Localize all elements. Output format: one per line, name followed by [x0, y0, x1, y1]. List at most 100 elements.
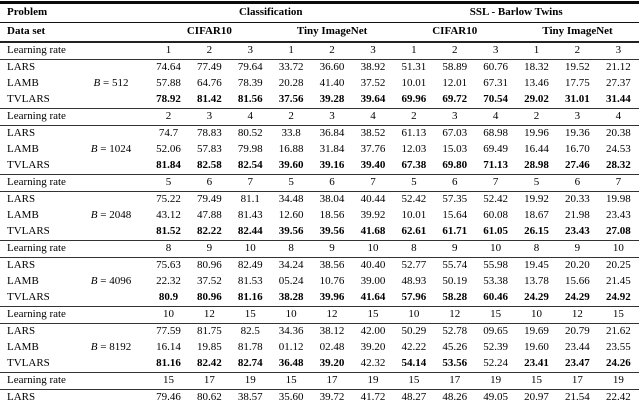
learning-rate-row: Learning rate 1 2 3 1 2 3 1 2 3 1 2 3 [0, 40, 639, 61]
lr-value-cell: 10 [516, 305, 557, 325]
metric-cell: 57.96 [401, 290, 427, 303]
metric-cell: 81.42 [196, 92, 222, 105]
metric-cell: 19.60 [524, 341, 549, 353]
batch-symbol: B [90, 275, 98, 287]
metric-cell: 16.70 [565, 143, 590, 155]
metric-cell: 02.48 [319, 341, 345, 353]
metric-cell: 19.69 [524, 325, 549, 338]
metric-cell: 10.76 [319, 275, 345, 287]
metric-cell: 75.22 [156, 193, 181, 206]
metric-cell: 81.84 [156, 158, 181, 171]
metric-cell: 81.78 [237, 341, 263, 353]
metric-cell: 40.40 [360, 259, 386, 272]
learning-rate-row: Learning rate 10 12 15 10 12 15 10 12 15 10 12 15 [0, 305, 639, 325]
metric-cell: 31.84 [319, 143, 345, 155]
lr-value-cell: 8 [516, 239, 557, 259]
method-row-lamb: LAMB 16.14 19.85 81.78 01.12 02.48 39.20 42.22 4… [0, 340, 639, 356]
metric-cell: 64.76 [196, 77, 222, 89]
lr-value-cell: 8 [270, 239, 312, 259]
metric-cell: 81.56 [237, 92, 263, 105]
metric-cell: 81.16 [156, 356, 181, 369]
metric-cell: 36.60 [319, 61, 345, 74]
lr-value-cell: 19 [475, 371, 517, 391]
metric-cell: 79.46 [156, 391, 181, 404]
metric-cell: 69.49 [483, 143, 508, 155]
metric-cell: 48.26 [442, 391, 468, 404]
metric-cell: 19.85 [196, 341, 222, 353]
lr-value-cell: 15 [393, 371, 435, 391]
metric-cell: 81.1 [240, 193, 260, 206]
metric-cell: 78.92 [156, 92, 181, 105]
lr-value-cell: 15 [516, 371, 557, 391]
metric-cell: 21.62 [606, 325, 631, 338]
metric-cell: 05.24 [278, 275, 304, 287]
method-label: TVLARS [7, 224, 50, 237]
metric-cell: 82.54 [237, 158, 263, 171]
lr-value-cell: 9 [434, 239, 476, 259]
lr-value-cell: 4 [352, 107, 394, 127]
batch-symbol: B [93, 77, 101, 89]
metric-cell: 39.28 [319, 92, 345, 105]
method-label: LARS [7, 259, 36, 272]
dataset-tiny-imagenet-classification: Tiny ImageNet [270, 22, 394, 43]
lr-value-cell: 6 [434, 173, 476, 193]
lr-value-cell: 9 [556, 239, 598, 259]
lr-value-cell: 4 [475, 107, 517, 127]
metric-cell: 19.45 [524, 259, 549, 272]
metric-cell: 21.12 [606, 61, 631, 74]
lr-value-cell: 9 [188, 239, 230, 259]
metric-cell: 19.36 [565, 127, 590, 140]
metric-cell: 17.75 [565, 77, 590, 89]
lr-value-cell: 7 [597, 173, 639, 193]
metric-cell: 29.02 [524, 92, 549, 105]
metric-cell: 78.83 [196, 127, 222, 140]
lr-value-cell: 5 [393, 173, 435, 193]
method-row-lars: LARS B = 16384 79.46 80.62 38.57 35.60 39.72 41… [0, 390, 639, 404]
dataset-tiny-imagenet-ssl: Tiny ImageNet [516, 22, 639, 43]
table-body: Learning rate 1 2 3 1 2 3 1 2 3 1 2 3 LARS B = 512 74.6… [0, 40, 639, 404]
metric-cell: 09.65 [483, 325, 508, 338]
metric-cell: 81.52 [156, 224, 181, 237]
method-row-lamb: LAMB 52.06 57.83 79.98 16.88 31.84 37.76 12.03 1… [0, 142, 639, 158]
dataset-header-row: Data set CIFAR10 Tiny ImageNet CIFAR10 T… [0, 22, 639, 43]
lr-value-cell: 7 [352, 173, 394, 193]
metric-cell: 23.41 [524, 356, 549, 369]
metric-cell: 82.5 [240, 325, 260, 338]
metric-cell: 82.58 [196, 158, 222, 171]
lr-value-cell: 8 [393, 239, 435, 259]
metric-cell: 21.98 [565, 209, 590, 221]
metric-cell: 47.88 [196, 209, 222, 221]
metric-cell: 82.44 [237, 224, 263, 237]
metric-cell: 42.32 [360, 356, 386, 369]
metric-cell: 13.78 [524, 275, 549, 287]
metric-cell: 57.83 [196, 143, 222, 155]
learning-rate-label: Learning rate [0, 40, 149, 61]
lr-value-cell: 3 [352, 40, 394, 61]
learning-rate-label: Learning rate [0, 305, 149, 325]
metric-cell: 52.24 [483, 356, 508, 369]
metric-cell: 79.49 [196, 193, 222, 206]
metric-cell: 24.29 [565, 290, 590, 303]
metric-cell: 39.16 [319, 158, 345, 171]
dataset-cifar10-ssl: CIFAR10 [393, 22, 517, 43]
method-label: LARS [7, 325, 36, 338]
method-row-lamb: LAMB 57.88 64.76 78.39 20.28 41.40 37.52 10.01 1… [0, 76, 639, 92]
metric-cell: 33.72 [278, 61, 304, 74]
metric-cell: 37.56 [278, 92, 304, 105]
metric-cell: 41.68 [360, 224, 386, 237]
method-row-tvlars: TVLARS 81.52 82.22 82.44 39.56 39.56 41.68 62.6… [0, 224, 639, 240]
learning-rate-row: Learning rate 8 9 10 8 9 10 8 9 10 8 9 10 [0, 239, 639, 259]
metric-cell: 16.44 [524, 143, 549, 155]
method-row-tvlars: TVLARS 78.92 81.42 81.56 37.56 39.28 39.64 69.9… [0, 92, 639, 108]
problem-label: Problem [0, 2, 149, 23]
metric-cell: 23.55 [606, 341, 631, 353]
metric-cell: 82.42 [196, 356, 222, 369]
method-label: TVLARS [7, 92, 50, 105]
metric-cell: 52.42 [401, 193, 427, 206]
metric-cell: 24.53 [606, 143, 631, 155]
lr-value-cell: 3 [475, 40, 517, 61]
lr-value-cell: 5 [270, 173, 312, 193]
metric-cell: 48.93 [401, 275, 427, 287]
batch-size-label: B = 1024 [74, 126, 148, 174]
lr-value-cell: 10 [270, 305, 312, 325]
